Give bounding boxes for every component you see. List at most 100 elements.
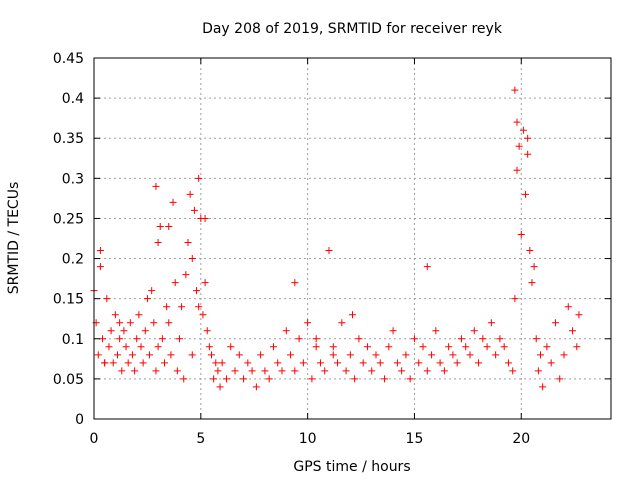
data-point xyxy=(114,351,121,359)
data-point xyxy=(372,351,380,359)
data-point xyxy=(269,343,277,351)
data-point xyxy=(511,86,519,94)
data-point xyxy=(163,303,171,311)
data-point xyxy=(534,367,542,375)
data-point xyxy=(389,327,397,335)
data-point xyxy=(109,359,117,367)
chart-title: Day 208 of 2019, SRMTID for receiver rey… xyxy=(202,21,503,37)
x-tick-label: 10 xyxy=(299,431,317,447)
data-point xyxy=(543,343,551,351)
data-point xyxy=(261,367,269,375)
data-point xyxy=(312,343,320,351)
data-point xyxy=(528,279,536,287)
y-tick-label: 0 xyxy=(75,412,84,428)
data-point xyxy=(522,190,530,198)
data-point xyxy=(193,287,201,295)
data-point xyxy=(161,359,168,367)
data-point xyxy=(445,343,453,351)
data-point xyxy=(218,359,226,367)
data-point xyxy=(287,351,295,359)
data-point xyxy=(406,375,414,383)
data-point xyxy=(101,359,109,367)
data-point xyxy=(560,351,568,359)
data-point xyxy=(453,359,461,367)
data-point xyxy=(385,343,393,351)
y-tick-label: 0.25 xyxy=(53,211,84,227)
data-point xyxy=(551,319,559,327)
data-point xyxy=(203,327,211,335)
data-point xyxy=(376,359,384,367)
data-point xyxy=(182,271,190,279)
data-point xyxy=(449,351,457,359)
data-point xyxy=(419,343,427,351)
data-point xyxy=(457,335,465,343)
data-point xyxy=(575,311,583,319)
grid-lines xyxy=(94,58,611,419)
data-point xyxy=(120,327,128,335)
data-point xyxy=(143,295,151,303)
data-point xyxy=(537,351,544,359)
data-point xyxy=(511,295,519,303)
data-point xyxy=(415,359,423,367)
data-point xyxy=(96,247,104,255)
data-point xyxy=(359,359,367,367)
data-point xyxy=(231,367,239,375)
data-point xyxy=(515,142,523,150)
y-tick-label: 0.1 xyxy=(62,332,84,348)
data-point xyxy=(122,343,130,351)
data-point xyxy=(94,351,102,359)
data-point xyxy=(492,351,500,359)
data-point xyxy=(496,335,504,343)
x-tick-label: 0 xyxy=(90,431,99,447)
data-point xyxy=(154,343,162,351)
data-point xyxy=(235,351,243,359)
data-point xyxy=(342,367,350,375)
data-point xyxy=(195,303,203,311)
data-point xyxy=(240,375,248,383)
data-point xyxy=(308,375,316,383)
data-point xyxy=(428,351,436,359)
data-point xyxy=(530,263,538,271)
data-point xyxy=(351,375,359,383)
data-point xyxy=(547,359,555,367)
data-point xyxy=(116,319,124,327)
data-point xyxy=(278,367,286,375)
data-point xyxy=(96,263,104,271)
data-point xyxy=(325,247,333,255)
data-point xyxy=(107,327,115,335)
data-points xyxy=(90,86,583,391)
data-point xyxy=(470,327,478,335)
data-point xyxy=(423,263,431,271)
data-point xyxy=(210,375,218,383)
data-point xyxy=(526,247,534,255)
data-point xyxy=(199,311,207,319)
data-point xyxy=(99,335,107,343)
data-point xyxy=(329,343,337,351)
data-point xyxy=(128,351,136,359)
data-point xyxy=(299,359,307,367)
y-tick-label: 0.4 xyxy=(62,91,84,107)
data-point xyxy=(355,335,363,343)
data-point xyxy=(265,375,273,383)
data-point xyxy=(252,383,260,391)
data-point xyxy=(304,319,312,327)
data-point xyxy=(479,335,487,343)
y-tick-label: 0.35 xyxy=(53,131,84,147)
data-point xyxy=(180,375,188,383)
data-point xyxy=(148,287,156,295)
data-point xyxy=(274,359,282,367)
data-point xyxy=(227,343,235,351)
data-point xyxy=(103,295,111,303)
data-point xyxy=(312,335,320,343)
data-point xyxy=(500,343,508,351)
y-tick-label: 0.2 xyxy=(62,252,84,268)
data-point xyxy=(440,367,448,375)
data-point xyxy=(321,367,329,375)
data-point xyxy=(116,335,124,343)
data-point xyxy=(349,311,356,319)
data-point xyxy=(205,343,213,351)
data-point xyxy=(244,359,252,367)
data-point xyxy=(171,279,179,287)
data-point xyxy=(190,206,198,214)
data-point xyxy=(295,335,303,343)
